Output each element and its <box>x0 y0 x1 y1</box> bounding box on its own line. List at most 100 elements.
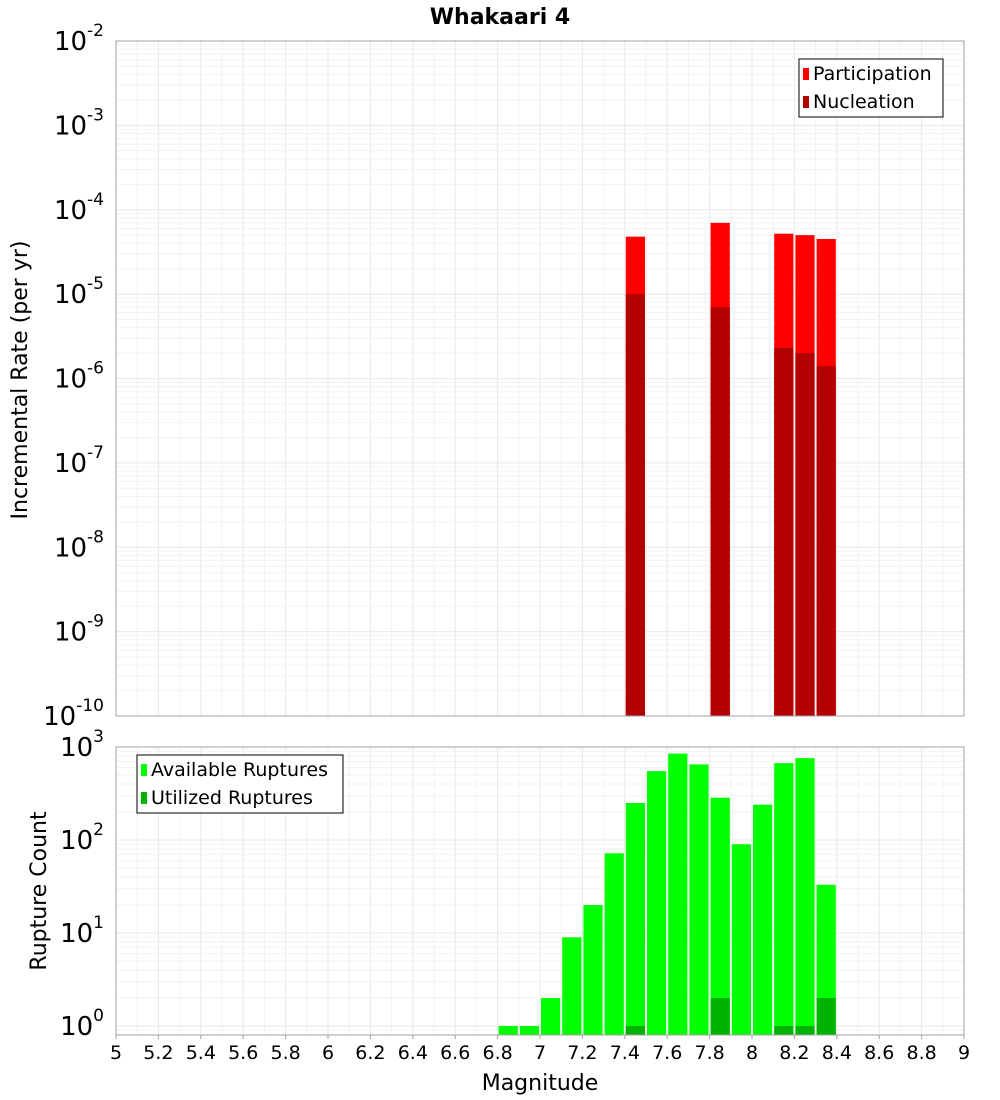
magnitude-axis: 5 5.2 5.4 5.6 5.8 6 6.2 6.4 6.6 6.8 7 7.2 7.4 7.6 7.8 8… <box>110 1035 970 1064</box>
x-tick-label: 8.6 <box>864 1042 894 1064</box>
available-ruptures-bar <box>710 797 730 1035</box>
available-ruptures-bar <box>668 753 688 1035</box>
tick-exponent: -7 <box>87 443 104 463</box>
tick-exponent: 0 <box>93 1006 104 1026</box>
incremental-rate-axis-label: Incremental Rate (per yr) <box>8 241 33 520</box>
utilized-ruptures-bar <box>710 997 730 1035</box>
x-tick-label: 5 <box>110 1042 122 1064</box>
rate-y-tick-label: 10-6 <box>54 359 104 395</box>
tick-exponent: -6 <box>87 359 104 379</box>
nucleation-bar <box>710 307 730 716</box>
plot-frame <box>115 40 965 717</box>
tick-base: 10 <box>54 27 87 57</box>
x-tick-label: 8.2 <box>779 1042 809 1064</box>
legend-label: Participation <box>813 63 932 85</box>
x-tick-label: 6.2 <box>355 1042 385 1064</box>
tick-exponent: -2 <box>87 21 104 41</box>
available-ruptures-bar <box>519 1025 539 1035</box>
available-ruptures-bar <box>647 771 667 1035</box>
x-tick-label: 7.2 <box>567 1042 597 1064</box>
available-ruptures-bar <box>625 802 645 1035</box>
x-tick-label: 5.2 <box>143 1042 173 1064</box>
available-ruptures-bar <box>562 937 582 1035</box>
tick-base: 10 <box>54 365 87 395</box>
incremental-rate-panel: 10-1010-910-810-710-610-510-410-310-2Par… <box>43 21 965 732</box>
available-ruptures-bar <box>774 763 794 1035</box>
legend-label: Utilized Ruptures <box>151 787 313 809</box>
tick-base: 10 <box>54 196 87 226</box>
legend-swatch <box>803 96 809 108</box>
available-ruptures-bar <box>498 1025 518 1035</box>
x-tick-label: 5.8 <box>270 1042 300 1064</box>
x-tick-label: 8.4 <box>822 1042 852 1064</box>
rate-y-tick-label: 10-2 <box>54 21 104 57</box>
tick-base: 10 <box>54 618 87 648</box>
legend-swatch <box>803 68 809 80</box>
count-y-tick-label: 100 <box>60 1006 104 1042</box>
tick-exponent: -5 <box>87 274 104 294</box>
count-y-tick-label: 103 <box>60 727 104 763</box>
count-y-tick-label: 101 <box>60 913 104 949</box>
legend-label: Nucleation <box>813 91 915 113</box>
utilized-ruptures-bar <box>625 1025 645 1035</box>
tick-base: 10 <box>60 733 93 763</box>
rate-y-tick-label: 10-7 <box>54 443 104 479</box>
tick-exponent: 1 <box>93 913 104 933</box>
nucleation-bar <box>795 353 815 716</box>
rate-y-tick-label: 10-8 <box>54 527 104 563</box>
tick-exponent: 3 <box>93 727 104 747</box>
x-tick-label: 7.8 <box>694 1042 724 1064</box>
available-ruptures-bar <box>689 764 709 1035</box>
magnitude-axis-label: Magnitude <box>482 1071 599 1096</box>
tick-exponent: -4 <box>87 190 104 210</box>
utilized-ruptures-bar <box>774 1025 794 1035</box>
available-ruptures-bar <box>795 758 815 1035</box>
tick-exponent: -8 <box>87 527 104 547</box>
tick-exponent: -3 <box>87 105 104 125</box>
rate-y-tick-label: 10-4 <box>54 190 104 226</box>
nucleation-bar <box>816 366 836 716</box>
legend-box <box>798 58 944 118</box>
count-y-tick-label: 102 <box>60 820 104 856</box>
x-tick-label: 6.8 <box>482 1042 512 1064</box>
tick-base: 10 <box>60 1012 93 1042</box>
legend-label: Available Ruptures <box>151 759 328 781</box>
legend-swatch <box>141 792 147 804</box>
available-ruptures-bar <box>816 884 836 1035</box>
nucleation-bar <box>774 347 794 716</box>
x-tick-label: 6.6 <box>440 1042 470 1064</box>
x-tick-label: 7.4 <box>610 1042 640 1064</box>
x-tick-label: 9 <box>958 1042 970 1064</box>
count-legend: Available Ruptures Utilized Ruptures <box>136 754 344 814</box>
nucleation-bar <box>625 294 645 716</box>
available-ruptures-bar <box>583 904 603 1035</box>
tick-base: 10 <box>54 111 87 141</box>
x-tick-label: 6.4 <box>398 1042 428 1064</box>
x-tick-label: 5.4 <box>186 1042 216 1064</box>
x-tick-label: 7.6 <box>652 1042 682 1064</box>
tick-exponent: 2 <box>93 820 104 840</box>
tick-exponent: -10 <box>76 696 104 716</box>
tick-exponent: -9 <box>87 612 104 632</box>
x-tick-label: 8.8 <box>906 1042 936 1064</box>
rate-legend: Participation Nucleation <box>798 58 944 118</box>
tick-base: 10 <box>60 826 93 856</box>
utilized-ruptures-bar <box>816 997 836 1035</box>
x-tick-label: 5.6 <box>228 1042 258 1064</box>
available-ruptures-bar <box>753 804 773 1035</box>
x-tick-label: 6 <box>322 1042 334 1064</box>
tick-base: 10 <box>54 449 87 479</box>
rate-y-tick-label: 10-10 <box>43 696 104 732</box>
rate-y-tick-label: 10-9 <box>54 612 104 648</box>
rupture-count-axis-label: Rupture Count <box>27 811 52 971</box>
tick-base: 10 <box>43 702 76 732</box>
rate-y-tick-label: 10-3 <box>54 105 104 141</box>
legend-box <box>136 754 344 814</box>
available-ruptures-bar <box>541 997 561 1035</box>
x-tick-label: 7 <box>534 1042 546 1064</box>
available-ruptures-bar <box>731 844 751 1035</box>
legend-swatch <box>141 764 147 776</box>
tick-base: 10 <box>54 533 87 563</box>
available-ruptures-bar <box>604 853 624 1035</box>
